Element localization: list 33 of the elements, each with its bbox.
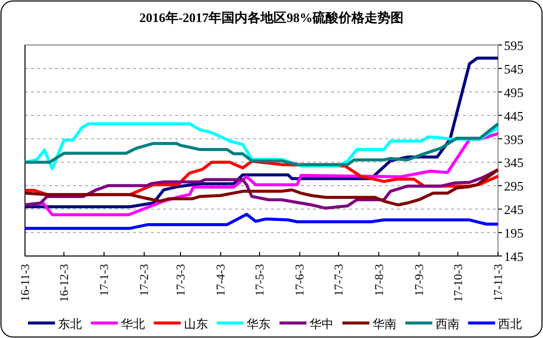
y-tick-label: 295: [504, 178, 524, 194]
y-tick-label: 495: [504, 84, 524, 100]
legend-label: 山东: [184, 317, 208, 331]
legend-label: 东北: [58, 317, 82, 331]
y-tick-label: 595: [504, 38, 524, 53]
x-tick-label: 17-9-3: [412, 264, 426, 296]
legend-label: 西南: [435, 317, 460, 331]
chart-title: 2016年-2017年国内各地区98%硫酸价格走势图: [139, 10, 404, 25]
legend-label: 华东: [246, 317, 271, 331]
x-tick-label: 17-4-3: [214, 264, 228, 296]
line-series: [24, 212, 500, 230]
x-tick-label: 17-11-3: [491, 264, 505, 302]
x-tick-label: 17-3-3: [174, 264, 188, 296]
x-tick-label: 16-12-3: [56, 264, 71, 302]
x-tick-label: 17-1-3: [97, 264, 112, 296]
y-tick-label: 545: [504, 61, 524, 76]
legend-label: 西北: [498, 317, 522, 331]
legend-label: 华南: [372, 317, 396, 331]
y-tick-label: 145: [504, 249, 524, 264]
y-tick-label: 245: [504, 202, 524, 218]
x-tick-label: 17-2-3: [137, 264, 152, 296]
x-tick-label: 16-11-3: [18, 264, 32, 302]
x-tick-label: 17-5-3: [252, 264, 267, 296]
x-tick-label: 17-8-3: [372, 264, 386, 296]
x-tick-label: 17-7-3: [332, 264, 346, 296]
legend-label: 华北: [120, 317, 145, 331]
x-tick-label: 17-6-3: [292, 264, 307, 296]
x-tick-label: 17-10-3: [450, 264, 465, 302]
y-tick-label: 395: [504, 132, 524, 147]
y-tick-label: 445: [504, 108, 524, 124]
y-tick-label: 195: [504, 226, 524, 241]
legend-label: 华中: [310, 317, 334, 331]
y-tick-label: 345: [504, 155, 524, 170]
